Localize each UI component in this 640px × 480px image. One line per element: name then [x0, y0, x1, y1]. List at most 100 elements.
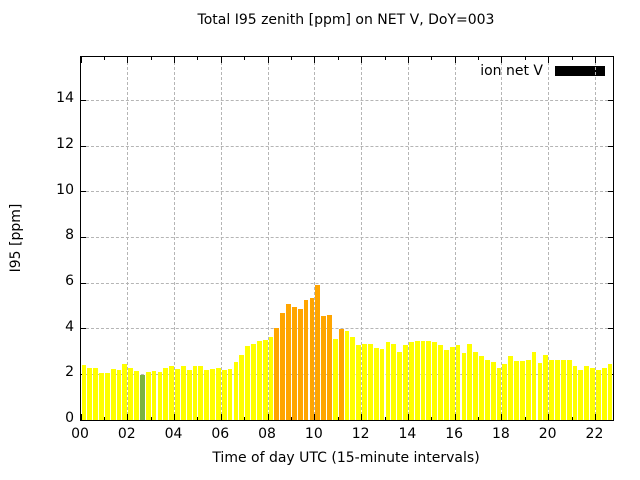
bar: [490, 361, 496, 420]
y-tick-label: 0: [65, 410, 74, 426]
x-tick-minor-bottom: [337, 417, 339, 420]
bar: [332, 338, 338, 420]
bar: [327, 314, 332, 420]
x-tick-label: 18: [492, 426, 510, 442]
x-tick-minor-bottom: [103, 417, 105, 420]
bar: [362, 343, 367, 420]
x-tick-major-top: [174, 57, 176, 63]
y-tick-label: 10: [56, 181, 74, 198]
x-tick-label: 22: [585, 426, 604, 442]
x-tick-minor-top: [478, 57, 480, 60]
bar: [601, 367, 607, 420]
bar: [549, 359, 555, 420]
bar: [204, 369, 210, 420]
bar: [221, 369, 227, 420]
chart-title: Total I95 zenith [ppm] on NET V, DoY=003: [197, 12, 495, 28]
bar: [321, 316, 327, 420]
gridline-vertical: [127, 57, 129, 420]
bar: [461, 352, 467, 420]
bar: [186, 369, 192, 420]
gridline-vertical: [454, 57, 456, 420]
x-tick-minor-bottom: [150, 417, 152, 420]
y-tick-left: [81, 328, 86, 330]
bar: [99, 373, 104, 420]
bar: [607, 364, 613, 420]
legend-swatch: [555, 66, 605, 76]
bar: [116, 369, 122, 420]
x-tick-label: 04: [164, 426, 183, 442]
bar: [560, 359, 566, 420]
bar: [104, 373, 110, 420]
bar: [134, 370, 139, 420]
y-tick-label: 6: [65, 273, 74, 290]
y-tick-label: 14: [56, 90, 74, 107]
bar: [420, 341, 426, 420]
x-tick-minor-top: [431, 57, 433, 60]
bar: [139, 375, 145, 420]
x-tick-major-top: [80, 57, 82, 63]
bar: [566, 359, 572, 420]
bar: [291, 307, 297, 420]
bar: [268, 336, 274, 420]
gridline-vertical: [548, 57, 550, 420]
bar: [274, 327, 280, 420]
x-tick-major-top: [501, 57, 503, 63]
x-tick-minor-top: [384, 57, 386, 60]
x-tick-major-bottom: [548, 414, 550, 420]
bar: [467, 343, 473, 420]
x-tick-minor-top: [571, 57, 573, 60]
bar: [245, 345, 251, 420]
bar: [514, 360, 519, 420]
x-tick-label: 16: [445, 426, 464, 442]
bar: [449, 346, 455, 420]
bar: [157, 372, 163, 420]
bar: [572, 366, 578, 420]
y-tick-label: 12: [56, 136, 74, 153]
bar: [151, 370, 157, 420]
x-tick-minor-bottom: [290, 417, 292, 420]
x-tick-label: 00: [71, 426, 89, 442]
bar: [145, 372, 151, 420]
bar: [403, 344, 408, 420]
bar: [543, 354, 549, 420]
x-tick-minor-top: [197, 57, 199, 60]
bar: [414, 341, 420, 420]
bar: [215, 367, 221, 420]
bar: [286, 303, 291, 420]
x-tick-minor-bottom: [478, 417, 480, 420]
bar: [350, 336, 356, 420]
bar: [315, 285, 321, 420]
bar: [397, 351, 403, 420]
x-tick-major-top: [407, 57, 409, 63]
bar: [175, 368, 180, 420]
bar: [438, 344, 443, 420]
bar: [496, 367, 502, 420]
bar: [373, 348, 379, 420]
x-tick-major-bottom: [267, 414, 269, 420]
bar: [519, 360, 525, 420]
x-tick-minor-top: [290, 57, 292, 60]
x-tick-minor-top: [337, 57, 339, 60]
bar: [555, 359, 560, 420]
y-tick-label: 2: [65, 364, 74, 381]
bar: [525, 359, 531, 420]
bar: [473, 351, 479, 420]
bar: [385, 342, 391, 420]
bar: [338, 328, 344, 420]
x-tick-label: 20: [538, 426, 557, 442]
gridline-vertical: [220, 57, 222, 420]
bar: [578, 369, 584, 420]
x-tick-major-bottom: [220, 414, 222, 420]
x-tick-major-top: [361, 57, 363, 63]
bar: [198, 366, 204, 420]
y-tick-right: [608, 328, 613, 330]
legend: ion net V: [480, 63, 605, 79]
x-tick-minor-bottom: [571, 417, 573, 420]
y-tick-left: [81, 236, 86, 238]
bar: [81, 365, 87, 420]
bar: [233, 361, 239, 420]
bar: [502, 364, 508, 420]
bar: [256, 341, 262, 420]
x-tick-label: 14: [398, 426, 417, 442]
